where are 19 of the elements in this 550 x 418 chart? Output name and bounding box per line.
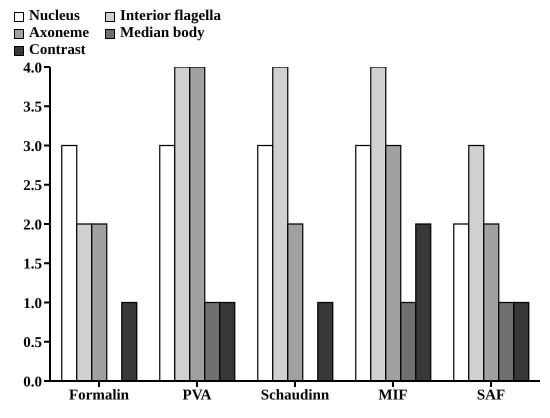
x-tick-label: PVA [182,388,212,404]
y-tick-label: 2.0 [23,217,42,234]
y-tick-label: 2.5 [23,178,42,194]
legend-label: Nucleus [29,8,80,25]
x-tick-label: Schaudinn [260,388,330,404]
x-tick-label: MIF [378,388,408,404]
legend-label: Interior flagella [120,8,221,25]
legend-label: Axoneme [29,25,89,42]
y-tick-label: 1.0 [23,296,42,312]
y-tick-label: 0.5 [23,335,42,352]
y-tick-label: 3.5 [23,100,42,116]
legend-label: Median body [120,25,205,42]
y-tick-label: 4.0 [23,60,42,76]
y-tick-label: 1.5 [23,256,42,273]
legend-label: Contrast [29,42,86,59]
y-tick-label: 3.0 [23,138,42,155]
x-tick-label: SAF [476,388,506,404]
y-tick-label: 0.0 [23,374,42,390]
x-tick-label: Formalin [69,388,130,404]
